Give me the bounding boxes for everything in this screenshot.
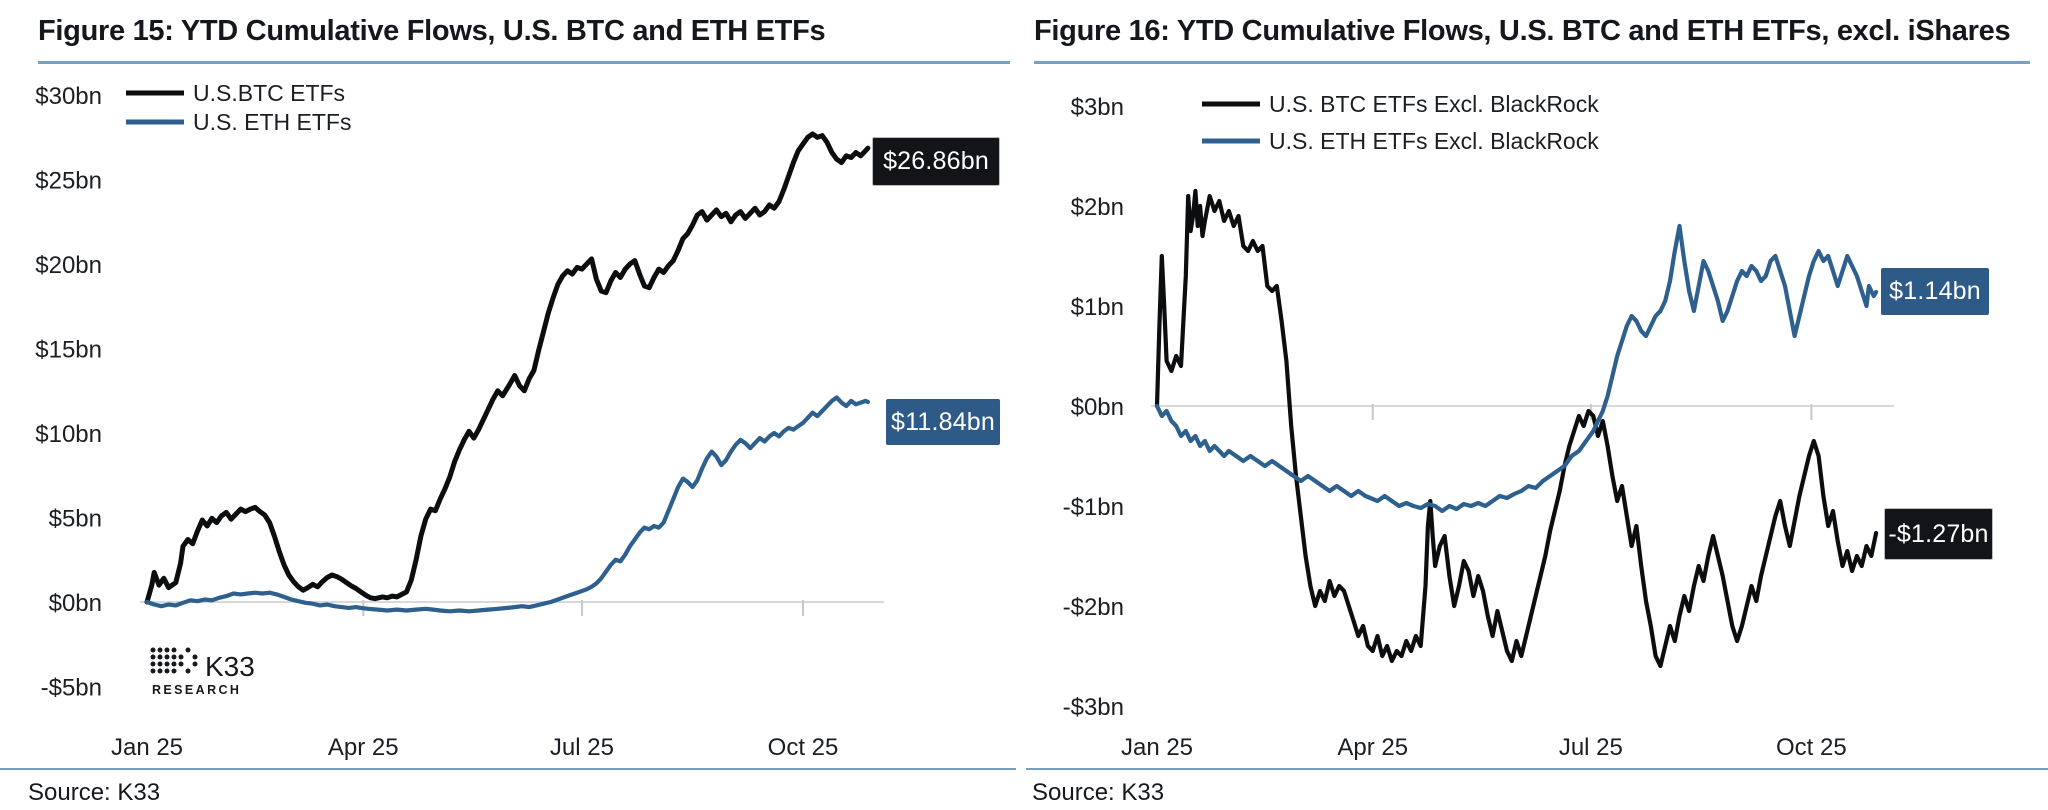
logo-dot — [192, 654, 198, 660]
legend-label: U.S.BTC ETFs — [193, 80, 345, 106]
logo-dot — [157, 654, 163, 660]
y-tick-label: $1bn — [1071, 294, 1124, 321]
x-tick-label: Jan 25 — [111, 734, 183, 761]
logo-dot — [150, 654, 156, 660]
y-tick-label: $20bn — [35, 252, 102, 279]
logo-dot — [150, 668, 156, 674]
logo-dot — [164, 647, 170, 653]
logo-dot — [171, 647, 177, 653]
x-tick-label: Apr 25 — [1337, 734, 1408, 761]
logo-dot — [171, 654, 177, 660]
figure-15-chart: $30bn $25bn $20bn $15bn $10bn $5bn $0bn -$5bn Ja… — [35, 80, 884, 761]
x-tick-label: Jul 25 — [550, 734, 614, 761]
figure-16-source: Source: K33 — [1032, 779, 1165, 806]
k33-logo-subtext: RESEARCH — [152, 683, 241, 697]
logo-dot — [150, 647, 156, 653]
figure-16-title-underline — [1034, 61, 2030, 64]
y-tick-label: $25bn — [35, 168, 102, 195]
x-tick-label: Oct 25 — [1776, 734, 1847, 761]
y-tick-label: -$1bn — [1063, 494, 1124, 521]
logo-dot — [164, 661, 170, 667]
figure-15-source-divider — [0, 768, 1016, 770]
x-tick-label: Jul 25 — [1559, 734, 1623, 761]
x-tick-label: Apr 25 — [328, 734, 399, 761]
y-tick-label: -$2bn — [1063, 594, 1124, 621]
logo-dot — [185, 647, 191, 653]
figure-15-panel: Figure 15: YTD Cumulative Flows, U.S. BT… — [0, 15, 1016, 806]
y-tick-label: -$3bn — [1063, 694, 1124, 721]
logo-dot — [164, 668, 170, 674]
x-tick-label: Oct 25 — [768, 734, 839, 761]
series-line — [144, 131, 871, 605]
y-tick-label: $5bn — [49, 506, 102, 533]
y-tick-label: $3bn — [1071, 94, 1124, 121]
logo-dot — [171, 668, 177, 674]
y-tick-label: $2bn — [1071, 194, 1124, 221]
figure-16-panel: Figure 16: YTD Cumulative Flows, U.S. BT… — [1024, 0, 2048, 810]
figure-16-source-divider — [1026, 768, 2048, 770]
eth-excl-blackrock-end-value-badge: $1.14bn — [1881, 268, 1989, 315]
series-line — [1154, 223, 1879, 514]
logo-dot — [178, 661, 184, 667]
figure-16-title: Figure 16: YTD Cumulative Flows, U.S. BT… — [1034, 15, 2011, 47]
y-tick-label: $15bn — [35, 337, 102, 364]
y-tick-label: $30bn — [35, 83, 102, 110]
logo-dot — [185, 668, 191, 674]
y-tick-label: -$5bn — [41, 675, 102, 702]
btc-excl-blackrock-end-value-badge: -$1.27bn — [1884, 508, 1993, 560]
btc-end-value-badge: $26.86bn — [872, 137, 1000, 186]
series-line — [144, 395, 871, 614]
logo-dot — [192, 661, 198, 667]
y-tick-label: $0bn — [49, 590, 102, 617]
figure-16-chart: $3bn $2bn $1bn $0bn -$1bn -$2bn -$3bn Jan 25 Apr… — [1063, 91, 1894, 761]
figure-15-title: Figure 15: YTD Cumulative Flows, U.S. BT… — [38, 15, 826, 47]
legend-label: U.S. BTC ETFs Excl. BlackRock — [1269, 91, 1599, 117]
logo-dot — [150, 661, 156, 667]
legend-label: U.S. ETH ETFs — [193, 109, 351, 135]
legend-label: U.S. ETH ETFs Excl. BlackRock — [1269, 128, 1599, 154]
logo-dot — [157, 647, 163, 653]
logo-dot — [157, 661, 163, 667]
y-tick-label: $10bn — [35, 421, 102, 448]
eth-end-value-badge: $11.84bn — [886, 399, 1000, 445]
figure-15-source: Source: K33 — [28, 779, 161, 806]
logo-dot — [157, 668, 163, 674]
y-tick-label: $0bn — [1071, 394, 1124, 421]
figure-15-title-underline — [38, 61, 1010, 64]
logo-dot — [171, 661, 177, 667]
logo-dot — [178, 654, 184, 660]
x-tick-label: Jan 25 — [1121, 734, 1193, 761]
k33-logo-text: K33 — [205, 651, 255, 682]
logo-dot — [164, 654, 170, 660]
series-line — [1154, 188, 1879, 669]
